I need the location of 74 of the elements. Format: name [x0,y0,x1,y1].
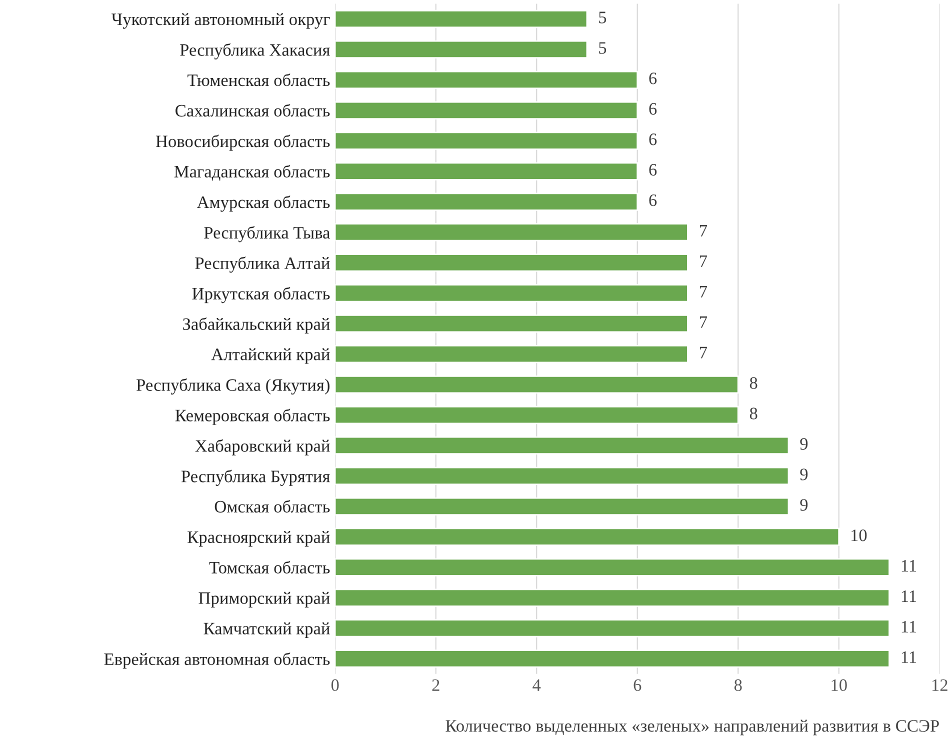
data-label: 8 [750,408,758,420]
y-tick-label: Кемеровская область [175,408,330,425]
data-label: 6 [649,103,657,115]
bar [335,497,790,516]
data-label: 11 [902,590,916,602]
data-label: 9 [800,468,808,480]
y-tick-label: Сахалинская область [176,104,330,117]
data-label: 7 [700,256,708,267]
data-label: 9 [800,499,808,511]
y-tick-label: Хабаровский край [195,439,330,456]
data-label: 5 [599,12,606,24]
bar [335,436,790,455]
y-tick-label: Республика Алтай [195,256,330,273]
y-tick-label: Приморский край [198,592,330,608]
data-label: 11 [902,651,916,663]
bar [335,650,890,668]
data-label: 7 [700,346,708,358]
x-tick-label: 12 [932,679,948,691]
data-label: 6 [649,134,657,146]
bar [335,132,638,150]
y-tick-label: Камчатский край [204,622,330,638]
y-tick-label: Республика Хакасия [180,43,330,60]
data-label: 7 [700,316,708,328]
y-tick-label: Республика Бурятия [181,470,330,486]
data-label: 6 [649,72,657,84]
x-tick-label: 2 [432,679,440,691]
x-axis-title: Количество выделенных «зеленых» направлений развития в ССЭР [446,720,939,736]
bar [335,223,688,242]
data-label: 7 [700,225,708,236]
bar [335,558,890,576]
y-tick-label: Омская область [214,500,330,513]
y-tick-label: Республика Саха (Якутия) [136,378,330,395]
bar [335,619,890,638]
data-label: 11 [902,620,916,632]
x-tick-label: 10 [832,679,847,692]
bar [335,588,890,607]
x-tick-label: 8 [734,679,742,692]
data-label: 5 [599,42,606,54]
data-label: 10 [852,529,867,542]
bar [335,406,739,424]
y-tick-label: Магаданская область [174,164,330,181]
x-tick-label: 4 [532,679,541,691]
bar [335,528,840,546]
data-label: 9 [800,438,808,450]
bar [335,284,688,302]
y-tick-label: Тюменская область [188,74,330,86]
bar [335,466,790,485]
data-label: 6 [649,164,657,176]
y-tick-label: Забайкальский край [183,317,330,334]
data-label: 7 [700,286,708,298]
y-tick-label: Алтайский край [211,348,330,364]
y-tick-label: Амурская область [196,196,330,212]
bar [335,192,638,211]
bar [335,162,638,180]
y-tick-label: Республика Тыва [204,226,330,242]
data-label: 8 [750,377,758,389]
y-tick-label: Красноярский край [188,530,330,547]
bar [335,254,688,272]
y-tick-label: Новосибирская область [156,134,330,151]
bar [335,40,588,59]
bar [335,101,638,120]
data-label: 6 [649,194,657,206]
x-tick-label: 6 [634,679,642,692]
bar [335,375,739,394]
y-tick-label: Томская область [209,560,330,574]
y-tick-label: Иркутская область [192,286,330,304]
bar [335,345,688,364]
y-tick-label: Еврейская автономная область [104,652,330,669]
bar [335,70,638,89]
data-label: 11 [902,560,916,572]
x-tick-label: 0 [331,679,339,692]
bar [335,10,588,28]
bar [335,314,688,333]
y-tick-label: Чукотский автономный округ [112,13,330,29]
